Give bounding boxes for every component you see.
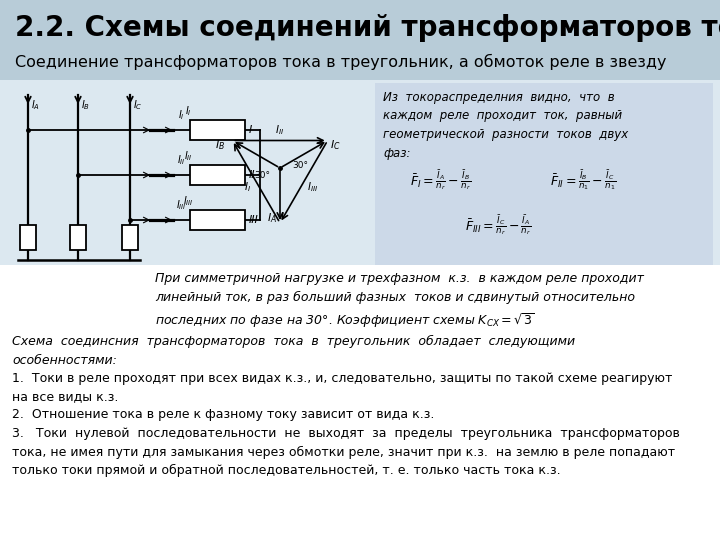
Text: Из  токораспределния  видно,  что  в
каждом  реле  проходит  ток,  равный
геомет: Из токораспределния видно, что в каждом … xyxy=(383,91,629,159)
Text: I: I xyxy=(249,125,252,135)
Bar xyxy=(20,225,36,250)
Bar xyxy=(0,80,720,265)
Text: $I_{II}$: $I_{II}$ xyxy=(184,149,192,163)
Text: $I_C$: $I_C$ xyxy=(330,139,341,152)
Text: $I_{I}$: $I_{I}$ xyxy=(184,104,192,118)
Text: $I_{II}$: $I_{II}$ xyxy=(276,124,284,137)
Text: $I_I$: $I_I$ xyxy=(244,180,251,194)
Text: $\bar{F}_I = \frac{\bar{I}_A}{n_r} - \frac{\bar{I}_B}{n_r}$: $\bar{F}_I = \frac{\bar{I}_A}{n_r} - \fr… xyxy=(410,168,471,192)
Bar xyxy=(190,120,245,140)
Text: $I_A$: $I_A$ xyxy=(267,211,277,225)
Text: $I_{II}$: $I_{II}$ xyxy=(176,153,185,167)
Text: $I_{III}$: $I_{III}$ xyxy=(183,194,194,208)
Text: $I_I$: $I_I$ xyxy=(178,108,184,122)
Text: $\bar{F}_{II} = \frac{\bar{I}_B}{n_1} - \frac{\bar{I}_C}{n_1}$: $\bar{F}_{II} = \frac{\bar{I}_B}{n_1} - … xyxy=(550,168,616,192)
Text: $I_{III}$: $I_{III}$ xyxy=(176,198,186,212)
Text: При симметричной нагрузке и трехфазном  к.з.  в каждом реле проходит
линейный то: При симметричной нагрузке и трехфазном к… xyxy=(155,272,644,330)
Text: 3.   Токи  нулевой  последовательности  не  выходят  за  пределы  треугольника  : 3. Токи нулевой последовательности не вы… xyxy=(12,427,680,477)
Text: III: III xyxy=(249,215,258,225)
Text: 30°: 30° xyxy=(292,160,308,170)
Text: $\bar{F}_{III} = \frac{\bar{I}_C}{n_r} - \frac{\bar{I}_A}{n_r}$: $\bar{F}_{III} = \frac{\bar{I}_C}{n_r} -… xyxy=(465,213,531,237)
Bar xyxy=(190,210,245,230)
Text: 2.  Отношение тока в реле к фазному току зависит от вида к.з.: 2. Отношение тока в реле к фазному току … xyxy=(12,408,434,421)
Text: II: II xyxy=(249,170,256,180)
Text: 2.2. Схемы соединений трансформаторов тока: 2.2. Схемы соединений трансформаторов то… xyxy=(15,14,720,42)
Bar xyxy=(190,165,245,185)
Bar xyxy=(70,225,86,250)
Text: Соединение трансформаторов тока в треугольник, а обмоток реле в звезду: Соединение трансформаторов тока в треуго… xyxy=(15,54,667,70)
Text: $I_B$: $I_B$ xyxy=(215,139,225,152)
Text: $I_B$: $I_B$ xyxy=(81,98,90,112)
Text: $I_C$: $I_C$ xyxy=(133,98,143,112)
Text: $I_A$: $I_A$ xyxy=(31,98,40,112)
Text: Схема  соединсния  трансформаторов  тока  в  треугольник  обладает  следующими
о: Схема соединсния трансформаторов тока в … xyxy=(12,335,575,367)
Bar xyxy=(0,0,720,80)
Text: $I_{III}$: $I_{III}$ xyxy=(307,180,318,194)
Bar xyxy=(375,83,713,265)
Text: 30°: 30° xyxy=(254,172,270,180)
Bar xyxy=(122,225,138,250)
Text: 1.  Токи в реле проходят при всех видах к.з., и, следовательно, защиты по такой : 1. Токи в реле проходят при всех видах к… xyxy=(12,372,672,403)
